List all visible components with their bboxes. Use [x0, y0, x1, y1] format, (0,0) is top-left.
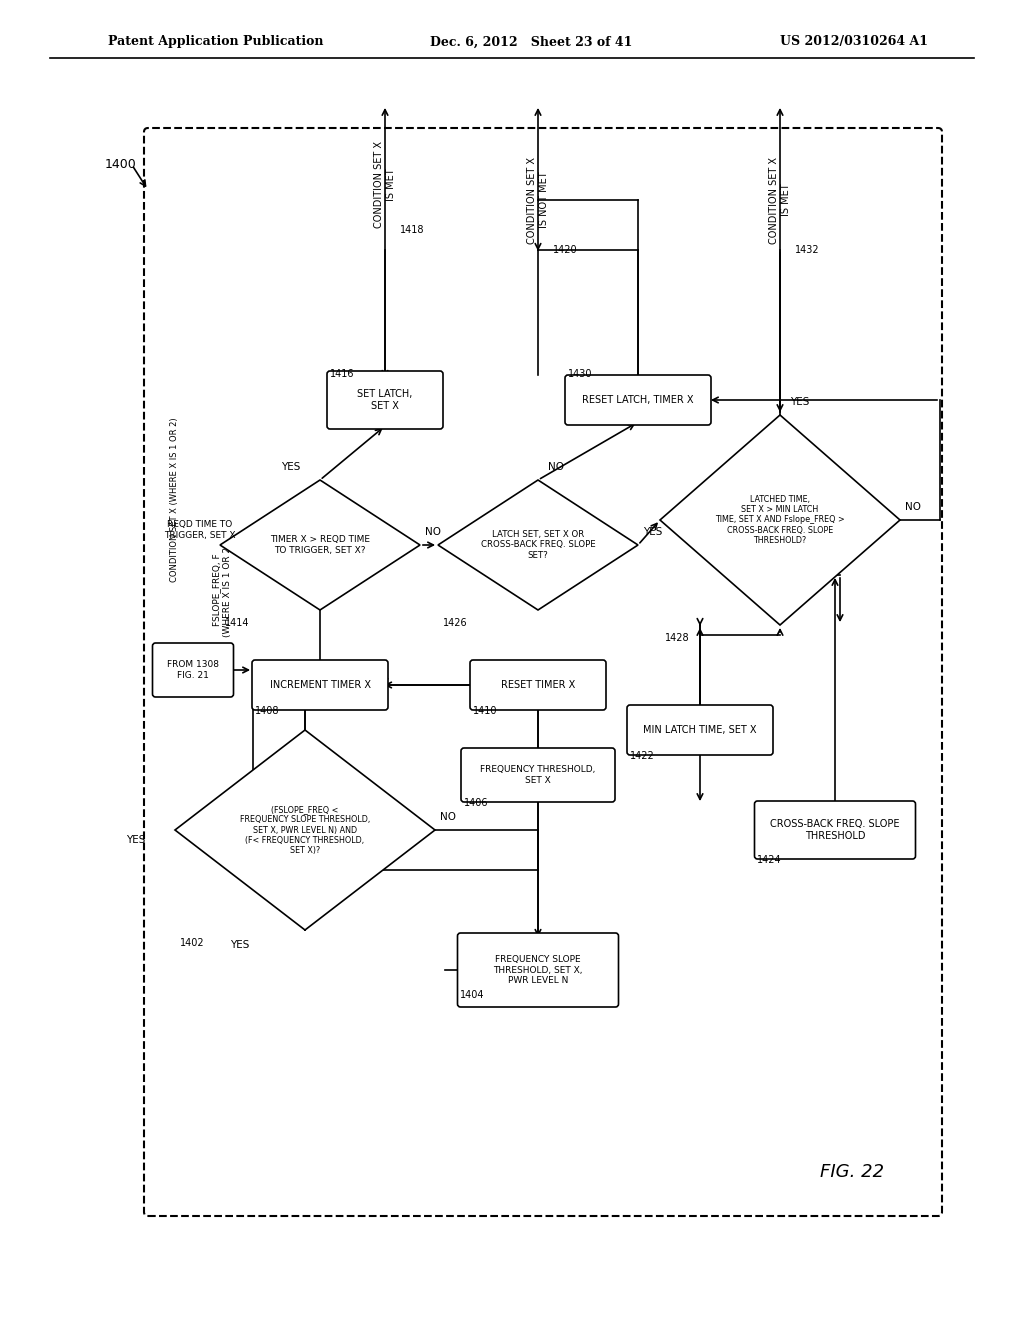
Text: Patent Application Publication: Patent Application Publication [108, 36, 324, 49]
Text: FREQUENCY SLOPE
THRESHOLD, SET X,
PWR LEVEL N: FREQUENCY SLOPE THRESHOLD, SET X, PWR LE… [494, 956, 583, 985]
Text: RESET LATCH, TIMER X: RESET LATCH, TIMER X [583, 395, 693, 405]
Text: 1426: 1426 [443, 618, 468, 628]
Text: FSLOPE_FREQ, F
(WHERE X IS 1 OR 2): FSLOPE_FREQ, F (WHERE X IS 1 OR 2) [212, 544, 231, 636]
Text: FIG. 22: FIG. 22 [820, 1163, 884, 1181]
Text: MIN LATCH TIME, SET X: MIN LATCH TIME, SET X [643, 725, 757, 735]
FancyBboxPatch shape [153, 643, 233, 697]
FancyBboxPatch shape [627, 705, 773, 755]
Text: YES: YES [643, 527, 663, 537]
Text: YES: YES [790, 397, 809, 407]
Text: US 2012/0310264 A1: US 2012/0310264 A1 [780, 36, 928, 49]
Text: INCREMENT TIMER X: INCREMENT TIMER X [269, 680, 371, 690]
Text: 1424: 1424 [757, 855, 781, 865]
Text: 1414: 1414 [225, 618, 250, 628]
Text: 1422: 1422 [630, 751, 654, 762]
FancyBboxPatch shape [565, 375, 711, 425]
Text: YES: YES [281, 462, 300, 473]
FancyBboxPatch shape [252, 660, 388, 710]
FancyBboxPatch shape [470, 660, 606, 710]
Text: 1416: 1416 [330, 370, 354, 379]
FancyBboxPatch shape [755, 801, 915, 859]
Text: CROSS-BACK FREQ. SLOPE
THRESHOLD: CROSS-BACK FREQ. SLOPE THRESHOLD [770, 820, 900, 841]
Text: YES: YES [126, 836, 145, 845]
Text: NO: NO [548, 462, 564, 473]
Text: 1420: 1420 [553, 246, 578, 255]
Text: 1408: 1408 [255, 706, 280, 715]
Text: NO: NO [440, 812, 456, 822]
Polygon shape [220, 480, 420, 610]
Text: FREQUENCY THRESHOLD,
SET X: FREQUENCY THRESHOLD, SET X [480, 766, 596, 784]
Text: 1430: 1430 [568, 370, 593, 379]
FancyBboxPatch shape [458, 933, 618, 1007]
Text: CONDITION SET X (WHERE X IS 1 OR 2): CONDITION SET X (WHERE X IS 1 OR 2) [171, 417, 179, 582]
Text: SET LATCH,
SET X: SET LATCH, SET X [357, 389, 413, 411]
Polygon shape [438, 480, 638, 610]
Text: (FSLOPE_FREQ <
FREQUENCY SLOPE THRESHOLD,
SET X, PWR LEVEL N) AND
(F< FREQUENCY : (FSLOPE_FREQ < FREQUENCY SLOPE THRESHOLD… [240, 805, 370, 855]
Text: CONDITION SET X
IS MET: CONDITION SET X IS MET [769, 157, 791, 243]
Text: Dec. 6, 2012   Sheet 23 of 41: Dec. 6, 2012 Sheet 23 of 41 [430, 36, 633, 49]
Text: CONDITION SET X
IS MET: CONDITION SET X IS MET [374, 141, 396, 228]
Text: 1406: 1406 [464, 799, 488, 808]
Text: NO: NO [425, 527, 441, 537]
Text: FROM 1308
FIG. 21: FROM 1308 FIG. 21 [167, 660, 219, 680]
Text: LATCHED TIME,
SET X > MIN LATCH
TIME, SET X AND Fslope_FREQ >
CROSS-BACK FREQ. S: LATCHED TIME, SET X > MIN LATCH TIME, SE… [715, 495, 845, 545]
FancyBboxPatch shape [327, 371, 443, 429]
Text: 1428: 1428 [665, 634, 689, 643]
Text: CONDITION SET X
IS NOT MET: CONDITION SET X IS NOT MET [527, 157, 549, 243]
Text: 1432: 1432 [795, 246, 819, 255]
Text: 1402: 1402 [180, 939, 205, 948]
Text: TIMER X > REQD TIME
TO TRIGGER, SET X?: TIMER X > REQD TIME TO TRIGGER, SET X? [270, 536, 370, 554]
Text: 1400: 1400 [105, 158, 137, 172]
FancyBboxPatch shape [461, 748, 615, 803]
Text: LATCH SET, SET X OR
CROSS-BACK FREQ. SLOPE
SET?: LATCH SET, SET X OR CROSS-BACK FREQ. SLO… [480, 531, 595, 560]
Polygon shape [660, 414, 900, 624]
Text: 1418: 1418 [400, 224, 425, 235]
Polygon shape [175, 730, 435, 931]
Text: REQD TIME TO
TRIGGER, SET X: REQD TIME TO TRIGGER, SET X [164, 520, 236, 540]
Text: NO: NO [905, 502, 921, 512]
Text: 1404: 1404 [460, 990, 484, 1001]
Text: 1410: 1410 [473, 706, 498, 715]
Text: YES: YES [230, 940, 250, 950]
Text: RESET TIMER X: RESET TIMER X [501, 680, 575, 690]
